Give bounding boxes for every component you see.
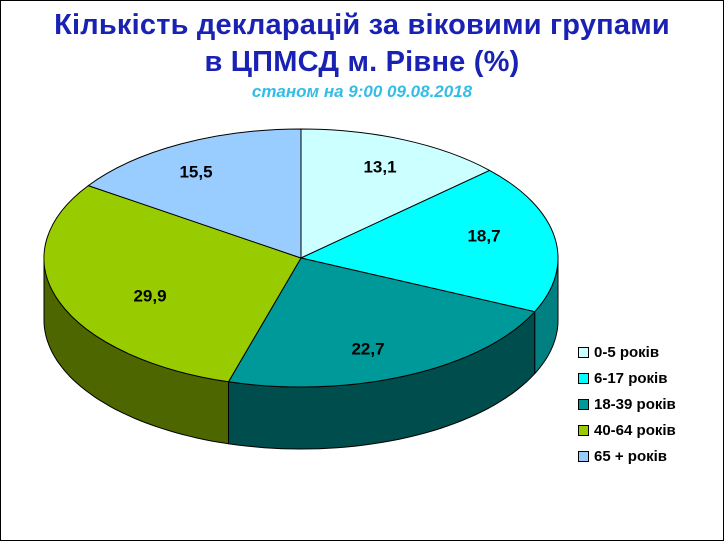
pie-slice-4 <box>87 128 302 259</box>
chart-title: Кількість декларацій за віковими групами <box>54 9 670 41</box>
legend-swatch-2 <box>578 399 589 410</box>
legend-swatch-3 <box>578 425 589 436</box>
pie-slice-2 <box>228 257 536 388</box>
slice-value-label-0: 13,1 <box>363 157 396 176</box>
legend-swatch-0 <box>578 347 589 358</box>
legend-swatch-4 <box>578 451 589 462</box>
legend-label-4: 65 + років <box>594 448 668 465</box>
slice-value-label-2: 22,7 <box>351 339 384 358</box>
slice-value-label-3: 29,9 <box>133 286 166 305</box>
pie-slice-1 <box>300 169 559 313</box>
chart-title-line-2: в ЦПМСД м. Рівне (%) <box>204 46 520 78</box>
legend-swatch-1 <box>578 373 589 384</box>
slice-value-label-1: 18,7 <box>467 226 500 245</box>
legend-label-1: 6-17 років <box>594 370 668 387</box>
legend-label-2: 18-39 років <box>594 396 676 413</box>
pie-top-faces <box>43 128 559 388</box>
legend-label-3: 40-64 років <box>594 422 676 439</box>
chart-subtitle: станом на 9:00 09.08.2018 <box>251 82 473 101</box>
pie-slice-3 <box>43 185 302 383</box>
slice-value-label-4: 15,5 <box>179 162 212 181</box>
pie-slice-0 <box>300 128 491 259</box>
legend-label-0: 0-5 років <box>594 344 660 361</box>
